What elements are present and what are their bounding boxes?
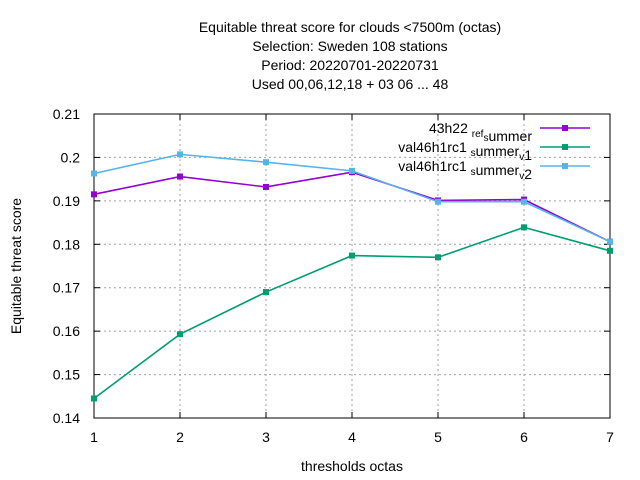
legend-entry-2: val46h1rc1 summerv1 (398, 139, 590, 163)
title-line-2: Selection: Sweden 108 stations (252, 38, 447, 54)
series-line (93, 171, 611, 243)
y-tick-label: 0.18 (53, 236, 80, 252)
data-point (263, 183, 269, 190)
legend-entry-1: 43h22 refsummer (429, 120, 590, 144)
data-point (263, 289, 269, 296)
x-axis-label: thresholds octas (301, 458, 403, 474)
title-line-4: Used 00,06,12,18 + 03 06 ... 48 (252, 76, 449, 92)
y-tick-label: 0.21 (53, 106, 80, 122)
legend-label: val46h1rc1 summerv1 (398, 139, 532, 163)
data-point (607, 247, 613, 254)
series-line (93, 153, 611, 243)
y-tick-label: 0.2 (61, 149, 81, 165)
data-point (521, 224, 527, 231)
data-point (177, 331, 183, 338)
y-tick-label: 0.17 (53, 280, 80, 296)
x-tick-label: 5 (434, 429, 442, 445)
title-line-1: Equitable threat score for clouds <7500m… (199, 19, 501, 35)
data-point (435, 254, 441, 261)
data-point (177, 173, 183, 180)
y-tick-label: 0.19 (53, 193, 80, 209)
y-tick-label: 0.16 (53, 323, 80, 339)
series-group (91, 151, 613, 402)
x-axis-ticks: 1 2 3 4 5 6 7 (90, 114, 614, 445)
legend-label: val46h1rc1 summerv2 (398, 158, 532, 182)
x-tick-label: 4 (348, 429, 356, 445)
legend-entry-3: val46h1rc1 summerv2 (398, 158, 590, 182)
data-point (349, 167, 355, 174)
data-point (91, 395, 97, 402)
y-axis-label: Equitable threat score (8, 198, 24, 334)
x-tick-label: 7 (606, 429, 614, 445)
data-point (263, 159, 269, 166)
chart-title: Equitable threat score for clouds <7500m… (199, 19, 501, 92)
data-point (177, 151, 183, 158)
legend-marker (562, 125, 568, 131)
x-tick-label: 1 (90, 429, 98, 445)
data-point (607, 238, 613, 245)
grid-lines (94, 114, 610, 418)
series-2 (91, 224, 613, 402)
legend-marker (562, 163, 568, 169)
y-tick-label: 0.14 (53, 410, 80, 426)
data-point (349, 252, 355, 259)
legend-label: 43h22 refsummer (429, 120, 532, 144)
x-tick-label: 2 (176, 429, 184, 445)
title-line-3: Period: 20220701-20220731 (261, 57, 439, 73)
data-point (91, 170, 97, 177)
x-tick-label: 3 (262, 429, 270, 445)
data-point (435, 198, 441, 205)
data-point (91, 191, 97, 198)
x-tick-label: 6 (520, 429, 528, 445)
y-axis-ticks: 0.14 0.15 0.16 0.17 0.18 0.19 0.2 0.21 (53, 106, 610, 426)
legend-marker (562, 144, 568, 150)
series-3 (91, 151, 613, 245)
data-point (521, 198, 527, 205)
y-tick-label: 0.15 (53, 367, 80, 383)
